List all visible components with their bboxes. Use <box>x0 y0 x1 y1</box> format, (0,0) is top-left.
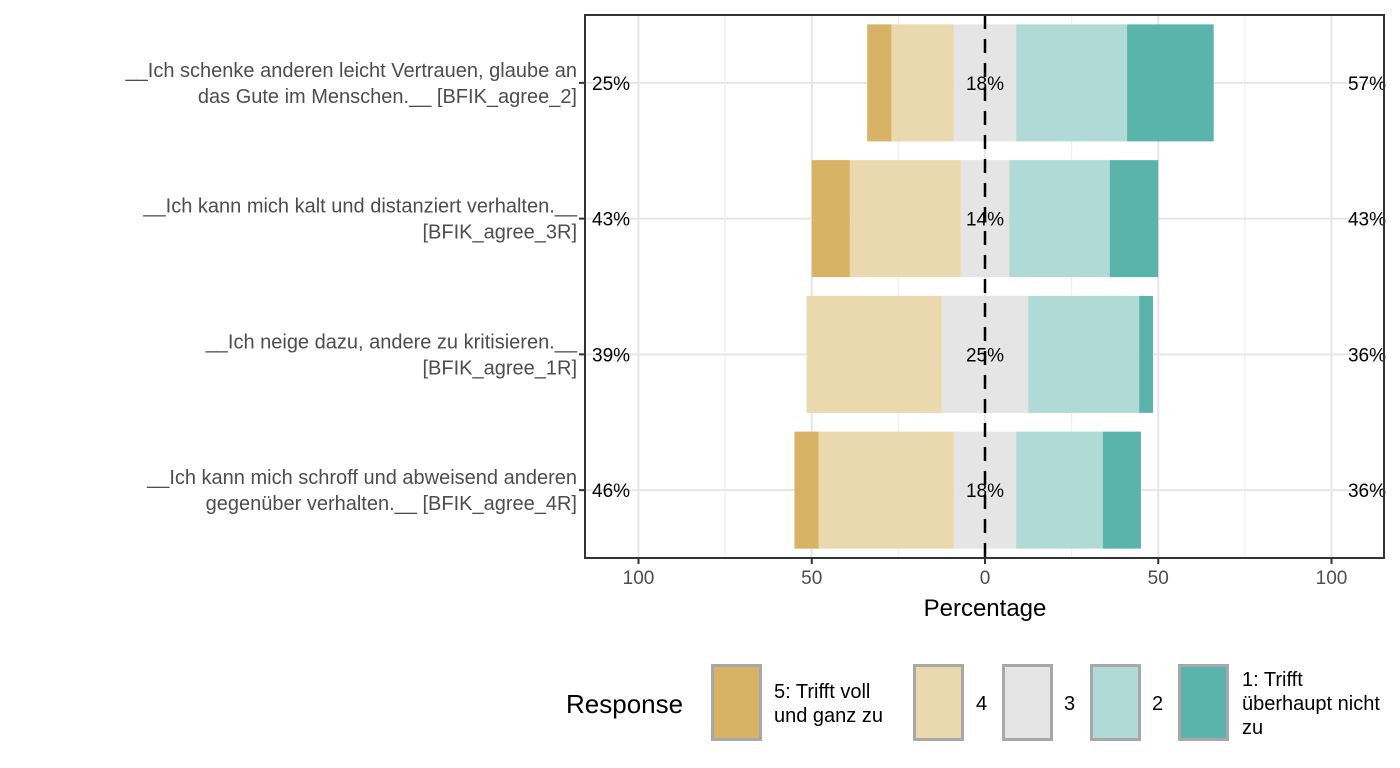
legend-label-line: 1: Trifft <box>1242 669 1303 691</box>
item-label-line: das Gute im Menschen.__ [BFIK_agree_2] <box>198 86 577 108</box>
left-percent-label: 39% <box>592 345 630 366</box>
bar-segment-5 <box>794 431 819 549</box>
legend-label-line: 5: Trifft voll <box>774 681 870 703</box>
x-axis-ticks: 100 50 0 50 100 <box>623 558 1348 589</box>
legend-title: Response <box>566 689 683 719</box>
legend-label-line: 2 <box>1152 693 1163 715</box>
bars <box>794 24 1214 549</box>
center-percent-label: 14% <box>966 210 1004 231</box>
bar-segment-4 <box>891 24 954 142</box>
x-tick-label: 0 <box>980 568 991 589</box>
bar-segment-4 <box>849 160 961 278</box>
center-percent-label: 18% <box>966 481 1004 502</box>
legend-label-line: 3 <box>1064 693 1075 715</box>
legend-label-line: überhaupt nicht <box>1242 693 1380 715</box>
item-label-line: __Ich neige dazu, andere zu kritisieren.… <box>205 331 578 353</box>
legend-label-line: und ganz zu <box>774 705 883 727</box>
bar-segment-1 <box>1139 295 1154 413</box>
bar-segment-2 <box>1016 431 1103 549</box>
bar-segment-2 <box>1028 295 1140 413</box>
center-percent-label: 25% <box>966 345 1004 366</box>
left-percent-label: 43% <box>592 210 630 231</box>
bar-segment-1 <box>1102 431 1141 549</box>
bar-segment-2 <box>1016 24 1128 142</box>
item-labels: __Ich schenke anderen leicht Vertrauen, … <box>125 60 585 515</box>
item-label-line: [BFIK_agree_1R] <box>422 357 577 379</box>
bar-segment-1 <box>1127 24 1214 142</box>
left-percent-label: 25% <box>592 74 630 95</box>
legend-key-4 <box>913 664 964 741</box>
legend-label-line: 4 <box>976 693 987 715</box>
center-percent-label: 18% <box>966 74 1004 95</box>
bar-segment-5 <box>867 24 892 142</box>
legend-label-line: zu <box>1242 717 1263 739</box>
right-percent-label: 36% <box>1348 345 1386 366</box>
bar-segment-4 <box>818 431 954 549</box>
item-label-line: gegenüber verhalten.__ [BFIK_agree_4R] <box>206 493 577 515</box>
x-axis-label: Percentage <box>924 595 1047 622</box>
x-tick-label: 100 <box>623 568 655 589</box>
item-label-line: __Ich schenke anderen leicht Vertrauen, … <box>125 60 577 82</box>
percent-labels: 25% 18% 57% 43% 14% 43% 39% 25% 36% 46% 18% 36% <box>592 74 1386 502</box>
bar-segment-1 <box>1109 160 1159 278</box>
right-percent-label: 57% <box>1348 74 1386 95</box>
x-tick-label: 100 <box>1316 568 1348 589</box>
legend-key-5 <box>711 664 762 741</box>
bar-segment-5 <box>811 160 850 278</box>
x-tick-label: 50 <box>1148 568 1169 589</box>
bar-segment-2 <box>1009 160 1110 278</box>
left-percent-label: 46% <box>592 481 630 502</box>
x-tick-label: 50 <box>801 568 822 589</box>
bar-segment-4 <box>806 295 942 413</box>
item-label-line: [BFIK_agree_3R] <box>422 222 577 244</box>
legend-key-3 <box>1002 664 1053 741</box>
legend-key-2 <box>1090 664 1141 741</box>
item-label-line: __Ich kann mich kalt und distanziert ver… <box>142 196 577 218</box>
legend-key-1 <box>1178 664 1229 741</box>
right-percent-label: 36% <box>1348 481 1386 502</box>
item-label-line: __Ich kann mich schroff und abweisend an… <box>146 467 577 489</box>
right-percent-label: 43% <box>1348 210 1386 231</box>
